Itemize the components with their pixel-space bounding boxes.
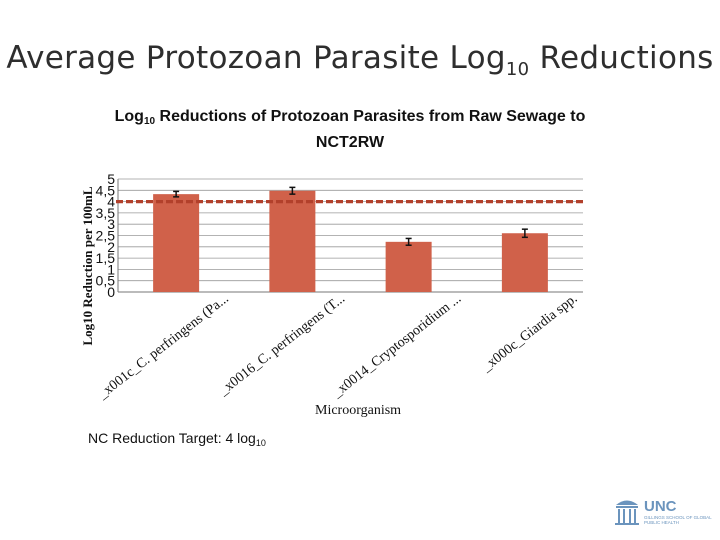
bar [153,194,200,292]
target-note: NC Reduction Target: 4 log10 [88,430,266,448]
chart-title: Log10 Reductions of Protozoan Parasites … [114,108,586,151]
logo-subtitle: GILLINGS SCHOOL OF GLOBAL PUBLIC HEALTH [644,515,712,525]
y-tick-label: 0 [107,284,115,300]
y-tick-label: 4 [107,194,115,210]
y-tick-label: 0,5 [96,273,116,289]
y-tick-label: 5 [107,171,115,187]
y-tick-label: 2,5 [96,228,116,244]
y-tick-label: 3,5 [96,205,116,221]
bar [385,241,432,292]
y-tick-label: 3 [107,216,115,232]
x-tick-label: _x000c_Giardia spp. [479,291,581,375]
old-well-icon [615,500,639,525]
bar [269,190,316,292]
x-axis-label: Microorganism [315,403,402,418]
logo-name: UNC [644,498,677,515]
x-tick-label: _x0014_Cryptosporidium ... [329,291,464,401]
x-tick-label: _x001c_C. perfringens (Pa... [95,291,232,403]
slide-title: Average Protozoan Parasite Log10 Reducti… [6,40,714,80]
y-tick-label: 4,5 [96,182,116,198]
x-tick-label: _x0016_C. perfringens (T... [216,291,348,399]
bar [501,233,548,292]
y-tick-label: 1 [107,261,115,277]
y-tick-label: 1,5 [96,250,116,266]
unc-logo: UNC GILLINGS SCHOOL OF GLOBAL PUBLIC HEA… [614,496,714,528]
y-tick-label: 2 [107,239,115,255]
